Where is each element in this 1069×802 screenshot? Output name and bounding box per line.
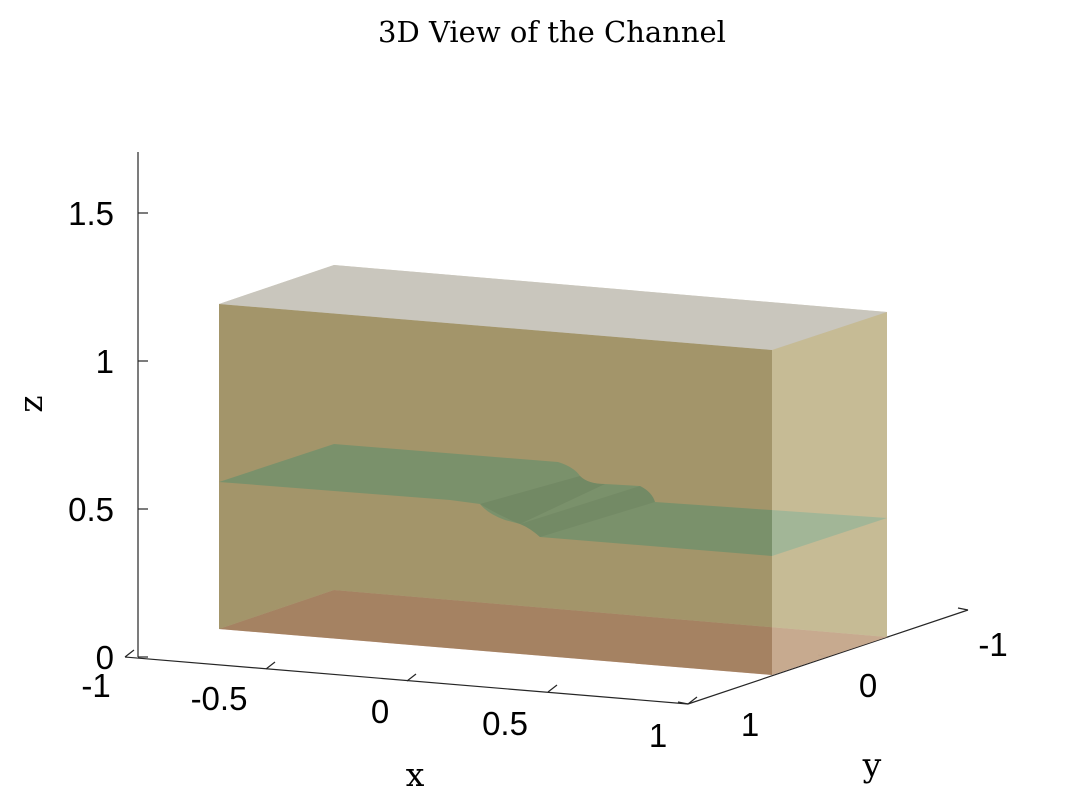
z-axis-label: z bbox=[11, 395, 50, 412]
y-tick-mark-2 bbox=[677, 701, 689, 705]
y-axis: -1 0 1 y bbox=[677, 607, 1008, 784]
z-tick-label-0: 0 bbox=[96, 639, 114, 676]
x-tick-label-2: 0 bbox=[371, 693, 389, 730]
x-axis-line bbox=[124, 656, 689, 705]
x-tick-mark-0 bbox=[124, 649, 135, 658]
y-axis-label: y bbox=[862, 745, 882, 784]
channel-box bbox=[219, 265, 887, 675]
chart-title: 3D View of the Channel bbox=[378, 15, 726, 49]
x-tick-mark-3 bbox=[547, 684, 558, 693]
x-tick-mark-2 bbox=[406, 673, 417, 682]
x-axis-label: x bbox=[406, 755, 425, 794]
x-tick-label-4: 1 bbox=[649, 717, 667, 754]
y-tick-label-1: 0 bbox=[859, 667, 877, 704]
front-wall bbox=[219, 304, 772, 675]
x-tick-mark-1 bbox=[265, 661, 276, 670]
x-tick-label-0: -1 bbox=[81, 667, 110, 704]
x-tick-label-3: 0.5 bbox=[482, 705, 528, 742]
top-face bbox=[219, 265, 887, 350]
y-tick-label-0: -1 bbox=[978, 626, 1007, 663]
x-axis: -1 -0.5 0 0.5 1 x bbox=[81, 649, 698, 794]
y-tick-mark-0 bbox=[957, 607, 969, 611]
z-axis: 0 0.5 1 1.5 z bbox=[11, 152, 148, 676]
y-tick-label-2: 1 bbox=[741, 706, 759, 743]
right-wall bbox=[772, 312, 887, 675]
z-tick-label-2: 1 bbox=[96, 343, 114, 380]
x-tick-mark-4 bbox=[687, 696, 698, 705]
z-tick-label-3: 1.5 bbox=[68, 195, 114, 232]
x-tick-label-1: -0.5 bbox=[191, 680, 248, 717]
z-tick-label-1: 0.5 bbox=[68, 491, 114, 528]
